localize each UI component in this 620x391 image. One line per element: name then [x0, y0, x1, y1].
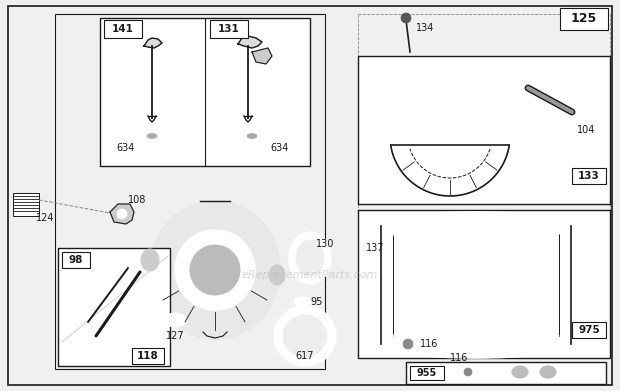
Ellipse shape — [241, 131, 263, 141]
Ellipse shape — [461, 367, 475, 377]
Polygon shape — [144, 38, 162, 48]
Ellipse shape — [296, 240, 324, 276]
Ellipse shape — [289, 232, 331, 284]
Bar — [210, 20, 248, 38]
Bar — [104, 20, 142, 38]
Ellipse shape — [69, 308, 87, 316]
Bar — [572, 168, 606, 184]
Ellipse shape — [164, 313, 186, 327]
Text: 104: 104 — [577, 125, 595, 135]
Ellipse shape — [269, 265, 285, 285]
Text: 137: 137 — [366, 243, 384, 253]
Circle shape — [117, 209, 127, 219]
Ellipse shape — [294, 297, 310, 307]
Text: 955: 955 — [417, 368, 437, 378]
Text: 95: 95 — [310, 297, 322, 307]
Text: 975: 975 — [578, 325, 600, 335]
Text: 634: 634 — [117, 143, 135, 153]
Text: eReplacementParts.com: eReplacementParts.com — [242, 270, 378, 280]
Text: 634: 634 — [270, 143, 288, 153]
Circle shape — [464, 368, 472, 376]
Bar — [358, 210, 610, 358]
Ellipse shape — [381, 212, 571, 240]
Text: 131: 131 — [218, 24, 240, 34]
Bar — [406, 362, 606, 384]
Text: 116: 116 — [450, 353, 468, 363]
Circle shape — [403, 339, 413, 349]
Ellipse shape — [69, 276, 87, 284]
Ellipse shape — [283, 315, 327, 357]
Bar — [358, 14, 610, 212]
Bar — [55, 14, 325, 369]
Text: 127: 127 — [166, 331, 184, 341]
Ellipse shape — [398, 338, 418, 350]
Text: 108: 108 — [128, 195, 146, 205]
Ellipse shape — [247, 133, 257, 138]
Polygon shape — [238, 36, 262, 48]
Bar — [13, 193, 39, 216]
Ellipse shape — [147, 133, 157, 138]
Text: 98: 98 — [69, 255, 83, 265]
Text: 124: 124 — [36, 213, 55, 223]
Bar — [358, 56, 610, 204]
Bar — [410, 366, 444, 380]
Ellipse shape — [512, 366, 528, 378]
Bar — [132, 348, 164, 364]
Ellipse shape — [150, 201, 280, 339]
Ellipse shape — [69, 292, 87, 300]
Text: 134: 134 — [416, 23, 435, 33]
Ellipse shape — [381, 330, 571, 358]
Bar — [100, 18, 310, 166]
Circle shape — [190, 245, 240, 295]
Circle shape — [175, 230, 255, 310]
Polygon shape — [110, 204, 134, 224]
Ellipse shape — [540, 366, 556, 378]
Text: 141: 141 — [112, 24, 134, 34]
Ellipse shape — [274, 306, 336, 366]
Text: 125: 125 — [571, 13, 597, 25]
Text: 116: 116 — [420, 339, 438, 349]
Ellipse shape — [141, 249, 159, 271]
Ellipse shape — [141, 131, 163, 141]
Polygon shape — [252, 48, 272, 64]
Bar — [62, 252, 90, 268]
Bar — [58, 248, 170, 366]
Bar — [560, 8, 608, 30]
Text: 118: 118 — [137, 351, 159, 361]
Text: 130: 130 — [316, 239, 334, 249]
Text: 133: 133 — [578, 171, 600, 181]
Circle shape — [401, 13, 411, 23]
Text: 617: 617 — [296, 351, 314, 361]
Bar — [572, 322, 606, 338]
